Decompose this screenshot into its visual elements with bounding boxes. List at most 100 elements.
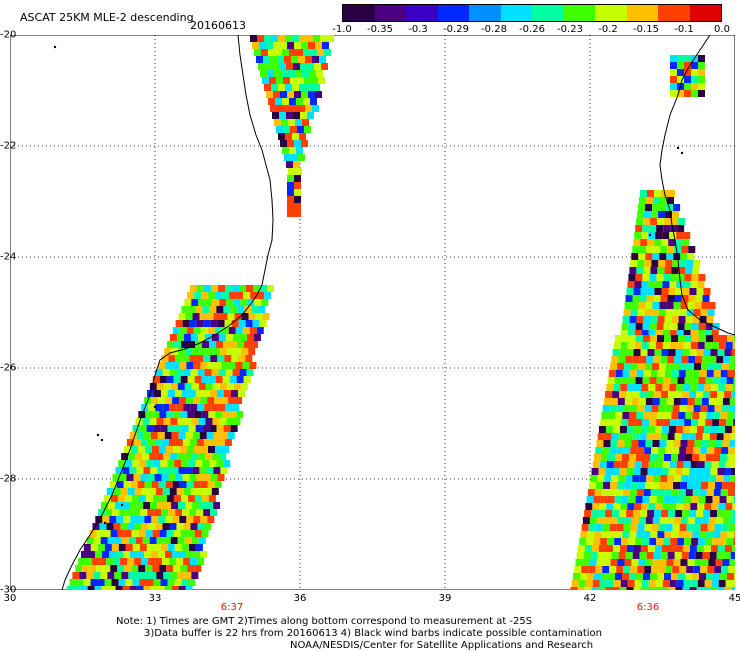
data-cell (195, 495, 202, 502)
data-cell (693, 370, 700, 377)
data-cell (578, 545, 585, 552)
data-cell (67, 586, 74, 590)
data-cell (175, 579, 182, 586)
data-cell (702, 356, 709, 363)
data-cell (81, 551, 88, 558)
data-cell (586, 538, 593, 545)
data-cell (667, 302, 674, 309)
data-cell (235, 397, 242, 404)
data-cell (651, 370, 658, 377)
island-dot (154, 406, 156, 408)
data-cell (631, 405, 638, 412)
data-cell (611, 398, 618, 405)
data-cell (706, 377, 713, 384)
data-cell (697, 503, 704, 510)
data-cell (723, 517, 730, 524)
data-cell (164, 348, 171, 355)
data-cell (687, 482, 694, 489)
data-cell (599, 503, 606, 510)
data-cell (678, 323, 685, 330)
data-cell (725, 468, 732, 475)
data-cell (153, 530, 160, 537)
data-cell (618, 517, 625, 524)
data-cell (149, 488, 156, 495)
data-cell (266, 42, 273, 49)
data-cell (111, 530, 118, 537)
data-cell (631, 559, 638, 566)
data-cell (692, 323, 699, 330)
data-cell (694, 405, 701, 412)
data-cell (711, 545, 718, 552)
data-cell (199, 348, 206, 355)
data-cell (292, 133, 299, 140)
data-cell (308, 91, 315, 98)
data-cell (669, 468, 676, 475)
data-cell (638, 363, 645, 370)
data-cell (644, 447, 651, 454)
data-cell (613, 503, 620, 510)
data-cell (182, 390, 189, 397)
data-cell (130, 516, 137, 523)
data-cell (213, 502, 220, 509)
data-cell (282, 98, 289, 105)
data-cell (659, 440, 666, 447)
data-cell (145, 481, 152, 488)
data-cell (212, 299, 219, 306)
data-cell (275, 49, 282, 56)
data-cell (659, 405, 666, 412)
data-cell (146, 460, 153, 467)
data-cell (653, 246, 660, 253)
data-cell (620, 545, 627, 552)
data-cell (673, 363, 680, 370)
data-cell (179, 432, 186, 439)
data-cell (141, 474, 148, 481)
data-cell (138, 446, 145, 453)
data-cell (169, 558, 176, 565)
data-cell (683, 281, 690, 288)
data-cell (665, 260, 672, 267)
data-cell (294, 196, 301, 203)
island-dot (104, 522, 106, 524)
data-cell (697, 545, 704, 552)
data-cell (641, 384, 648, 391)
data-cell (252, 42, 259, 49)
data-cell (682, 433, 689, 440)
data-cell (704, 545, 711, 552)
data-cell (674, 398, 681, 405)
data-cell (642, 461, 649, 468)
data-cell (189, 425, 196, 432)
data-cell (691, 83, 698, 90)
data-cell (312, 105, 319, 112)
data-cell (672, 316, 679, 323)
data-cell (208, 446, 215, 453)
data-cell (615, 412, 622, 419)
data-cell (290, 126, 297, 133)
data-cell (294, 140, 301, 147)
data-cell (668, 295, 675, 302)
data-cell (140, 544, 147, 551)
data-cell (698, 83, 705, 90)
island-dot (681, 152, 683, 154)
data-cell (612, 433, 619, 440)
data-cell (580, 573, 587, 580)
data-cell (663, 461, 670, 468)
data-cell (183, 558, 190, 565)
data-cell (149, 453, 156, 460)
data-cell (202, 306, 209, 313)
data-cell (142, 453, 149, 460)
data-cell (274, 119, 281, 126)
data-cell (167, 495, 174, 502)
data-cell (678, 573, 685, 580)
data-cell (624, 524, 631, 531)
data-cell (173, 327, 180, 334)
data-cell (205, 488, 212, 495)
data-cell (672, 370, 679, 377)
data-cell (587, 496, 594, 503)
data-cell (678, 335, 685, 342)
data-cell (658, 260, 665, 267)
data-cell (655, 426, 662, 433)
data-cell (574, 566, 581, 573)
data-cell (698, 538, 705, 545)
data-cell (573, 573, 580, 580)
data-cell (675, 295, 682, 302)
